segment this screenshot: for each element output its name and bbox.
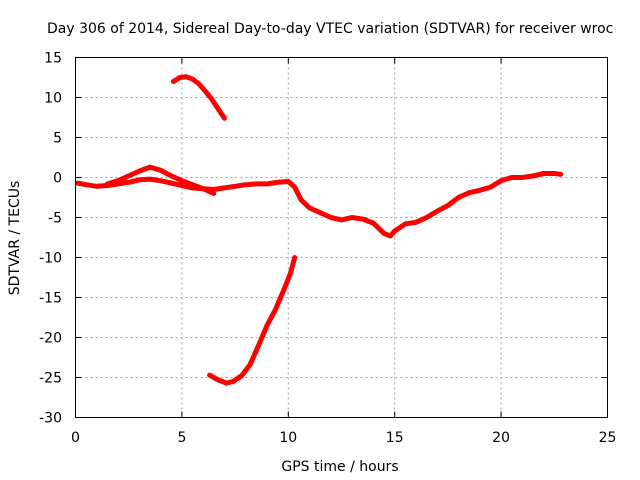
x-tick-label: 5 [177,430,186,446]
x-tick-label: 20 [492,430,510,446]
series-group [75,74,564,386]
y-tick-label: 10 [44,91,62,107]
series-arc-main [75,171,564,239]
plot-frame [75,57,608,418]
series-arc-hump [104,164,217,196]
series-arc-lower [207,255,298,386]
series-arc-upper [170,74,227,121]
axes: 0 5 10 15 20 25 -30 -25 -20 -15 -10 -5 0 5 10 15 [39,51,616,447]
chart-title: Day 306 of 2014, Sidereal Day-to-day VTE… [47,21,613,37]
y-tick-label: -5 [48,211,62,227]
y-axis-label: SDTVAR / TECUs [7,181,23,296]
y-tick-label: -15 [39,291,62,307]
y-tick-label: 0 [53,171,62,187]
y-tick-label: -20 [39,331,62,347]
y-tick-label: -25 [39,371,62,387]
x-tick-label: 0 [71,430,80,446]
grid [75,57,608,418]
x-axis-label: GPS time / hours [281,459,398,475]
y-tick-label: 15 [44,51,62,67]
x-tick-label: 25 [599,430,617,446]
y-tick-label: 5 [53,131,62,147]
x-tick-label: 15 [386,430,404,446]
y-tick-label: -30 [39,411,62,427]
y-tick-label: -10 [39,251,62,267]
x-tick-label: 10 [279,430,297,446]
